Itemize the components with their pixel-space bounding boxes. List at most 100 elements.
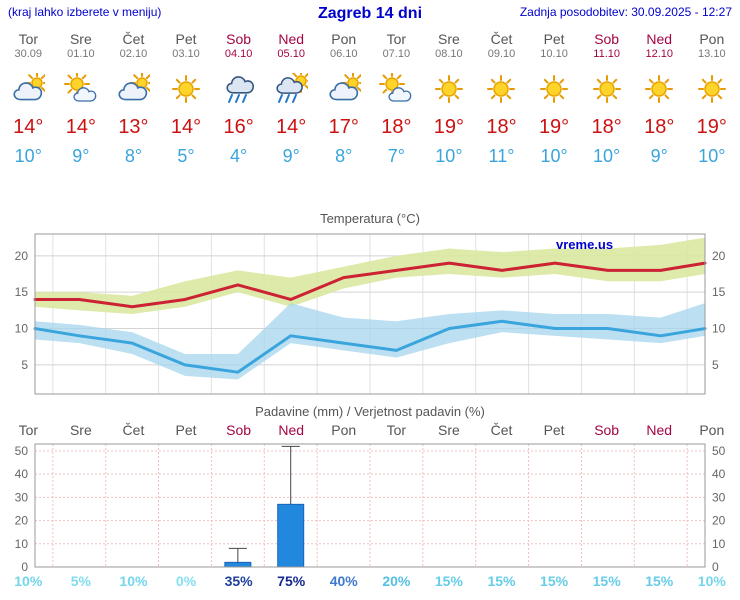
max-temperature: 14° xyxy=(170,116,202,138)
day-date: 09.10 xyxy=(487,48,516,60)
max-temperature: 19° xyxy=(538,116,570,138)
rain-sun-icon xyxy=(265,69,318,109)
day-column: Pon 06.10 17° 8° xyxy=(317,31,370,167)
day-name: Sre xyxy=(438,31,460,47)
day-column: Pet 10.10 19° 10° xyxy=(528,31,581,167)
day-column: Tor 07.10 18° 7° xyxy=(370,31,423,167)
day-name: Ned xyxy=(278,31,305,47)
min-temperature: 4° xyxy=(229,146,248,166)
y-axis-label: 40 xyxy=(712,467,726,481)
precip-bar xyxy=(277,503,305,568)
precip-day-label: Sre xyxy=(69,422,92,438)
precip-probability: 15% xyxy=(645,573,674,589)
y-axis-label: 30 xyxy=(712,490,726,504)
min-temp-band xyxy=(35,303,705,380)
max-temperature: 14° xyxy=(65,116,96,138)
day-name: Ned xyxy=(646,31,673,47)
precip-probability: 15% xyxy=(540,573,569,589)
y-axis-label: 30 xyxy=(15,490,29,504)
min-temperature: 9° xyxy=(282,146,300,166)
watermark: vreme.us xyxy=(556,237,613,252)
precip-probability: 75% xyxy=(277,573,306,589)
day-column: Pon 13.10 19° 10° xyxy=(686,31,739,167)
max-temperature: 18° xyxy=(486,116,517,138)
day-name: Čet xyxy=(490,31,513,47)
precipitation-chart-title: Padavine (mm) / Verjetnost padavin (%) xyxy=(255,404,485,419)
min-temperature: 8° xyxy=(124,146,143,166)
day-name: Tor xyxy=(18,31,39,47)
precip-probability: 35% xyxy=(224,573,253,589)
forecast-strip: Tor 30.09 14° 10° Sre 01.10 14° 9° Čet 02.10 13° 8°… xyxy=(0,23,740,167)
day-name: Sob xyxy=(226,31,252,47)
max-temperature: 18° xyxy=(381,116,412,138)
max-temperature: 18° xyxy=(644,116,675,138)
day-date: 11.10 xyxy=(593,48,620,60)
y-axis-label: 50 xyxy=(15,444,29,458)
mostly-cloudy-icon xyxy=(317,69,370,109)
rain-icon xyxy=(212,69,265,109)
day-date: 08.10 xyxy=(435,48,463,60)
day-name: Sob xyxy=(594,31,620,47)
y-axis-label: 5 xyxy=(712,358,719,372)
y-axis-label: 20 xyxy=(15,249,29,263)
sunny-icon xyxy=(423,69,476,109)
min-temperature: 10° xyxy=(593,146,621,166)
min-temperature: 9° xyxy=(650,146,668,166)
y-axis-label: 15 xyxy=(712,285,726,299)
sunny-icon xyxy=(475,69,528,109)
day-column: Ned 05.10 14° 9° xyxy=(265,31,318,167)
max-temperature: 13° xyxy=(118,116,149,138)
max-temperature: 19° xyxy=(433,116,465,138)
partly-sunny-icon xyxy=(370,69,423,109)
max-temperature: 19° xyxy=(696,116,727,138)
day-column: Čet 09.10 18° 11° xyxy=(475,31,528,167)
y-axis-label: 20 xyxy=(712,514,726,528)
precip-probability: 10% xyxy=(14,573,43,589)
precip-probability: 20% xyxy=(382,573,411,589)
day-date: 05.10 xyxy=(277,48,305,60)
page-title: Zagreb 14 dni xyxy=(317,5,423,22)
y-axis-label: 15 xyxy=(15,285,29,299)
min-temperature: 7° xyxy=(387,146,405,166)
max-temperature: 18° xyxy=(591,116,622,138)
max-temperature: 14° xyxy=(13,116,44,138)
y-axis-label: 20 xyxy=(712,249,726,263)
day-date: 06.10 xyxy=(329,48,358,60)
precip-day-label: Sob xyxy=(226,422,252,438)
day-name: Pet xyxy=(543,31,565,47)
day-date: 01.10 xyxy=(67,48,95,60)
precip-probability: 15% xyxy=(487,573,516,589)
precip-probability: 0% xyxy=(175,573,197,589)
topbar: (kraj lahko izberete v meniju) Zagreb 14… xyxy=(0,0,740,23)
y-axis-label: 0 xyxy=(21,560,28,572)
precip-day-label: Čet xyxy=(490,422,513,438)
menu-hint[interactable]: (kraj lahko izberete v meniju) xyxy=(8,5,162,19)
day-date: 03.10 xyxy=(172,48,200,60)
day-column: Tor 30.09 14° 10° xyxy=(2,31,55,167)
day-date: 04.10 xyxy=(224,48,253,60)
day-date: 30.09 xyxy=(14,48,43,60)
min-temperature: 10° xyxy=(540,146,568,166)
precip-day-label: Sre xyxy=(438,422,460,438)
y-axis-label: 5 xyxy=(21,358,28,372)
mostly-cloudy-icon xyxy=(107,69,160,109)
precip-probability: 5% xyxy=(70,573,91,589)
sunny-icon xyxy=(580,69,633,109)
precip-probability: 15% xyxy=(592,573,621,589)
day-column: Sob 11.10 18° 10° xyxy=(580,31,633,167)
precip-day-label: Ned xyxy=(278,422,305,438)
day-column: Ned 12.10 18° 9° xyxy=(633,31,686,167)
partly-sunny-icon xyxy=(55,69,108,109)
precip-day-label: Sob xyxy=(594,422,620,438)
day-date: 13.10 xyxy=(698,48,726,60)
y-axis-label: 0 xyxy=(712,560,719,572)
min-temperature: 10° xyxy=(14,146,42,166)
precip-probability: 15% xyxy=(434,573,463,589)
y-axis-label: 20 xyxy=(15,514,29,528)
y-axis-label: 10 xyxy=(15,537,29,551)
day-name: Sre xyxy=(69,31,92,47)
day-column: Sre 08.10 19° 10° xyxy=(423,31,476,167)
y-axis-label: 50 xyxy=(712,444,726,458)
day-column: Čet 02.10 13° 8° xyxy=(107,31,160,167)
